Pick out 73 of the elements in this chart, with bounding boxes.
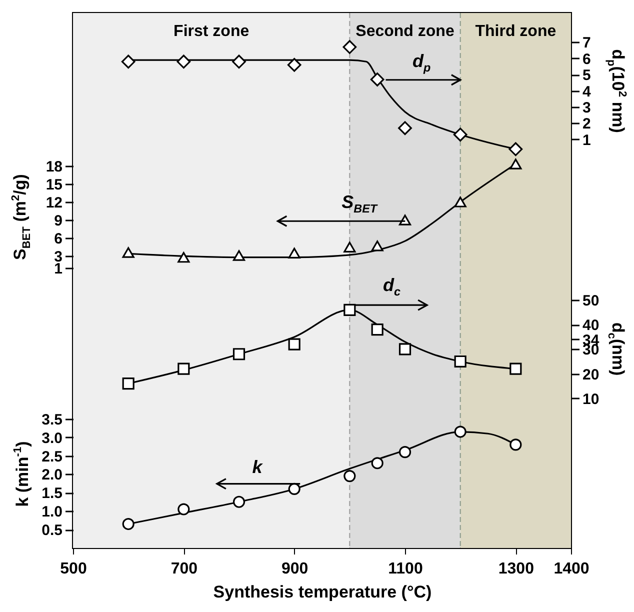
- series-label: d$_{c}$: [382, 275, 400, 299]
- y-tick-label: 15: [46, 176, 62, 194]
- point: [232, 348, 246, 360]
- point: [398, 446, 412, 458]
- x-tick-label: 500: [60, 560, 87, 578]
- x-tick-label: 700: [170, 560, 198, 578]
- y-tick-label: 1.0: [42, 504, 62, 521]
- point: [344, 242, 356, 252]
- point: [288, 482, 300, 495]
- x-tick-label: 1100: [388, 560, 423, 578]
- point: [178, 362, 190, 375]
- y2-tick-label: 2: [582, 116, 591, 133]
- y-tick-label: 12: [46, 194, 62, 212]
- point: [371, 240, 384, 252]
- point: [121, 54, 136, 69]
- point: [454, 196, 466, 208]
- point: [287, 58, 302, 72]
- y2-tick-label: 6: [582, 50, 591, 68]
- series-label: d$_{p}$: [412, 50, 431, 74]
- x-tick-label: 1400: [554, 560, 590, 578]
- y2-tick-label: 20: [582, 366, 600, 384]
- y2-tick-label: 7: [582, 34, 591, 52]
- y-tick-label: 6: [54, 230, 62, 248]
- point: [510, 438, 522, 451]
- point: [454, 426, 466, 438]
- point: [398, 121, 412, 136]
- point: [232, 250, 246, 261]
- y-tick-label: 3.0: [42, 430, 62, 447]
- x-tick-label: 1300: [498, 560, 534, 578]
- point: [510, 158, 522, 170]
- point: [398, 343, 412, 356]
- point: [371, 457, 384, 470]
- band-label: Third zone: [475, 23, 556, 40]
- point: [178, 503, 190, 516]
- y-tick-label: 0.5: [42, 522, 62, 540]
- point: [288, 338, 300, 350]
- y-tick-label: 1.5: [42, 485, 62, 502]
- point: [508, 142, 523, 156]
- point: [288, 248, 300, 258]
- y2-tick-label: 1: [582, 132, 591, 149]
- x-tick-label: 900: [281, 560, 308, 578]
- y-tick-label: 3.5: [42, 411, 62, 428]
- point: [122, 247, 134, 258]
- y-tick-label: 2.0: [42, 466, 62, 484]
- point: [344, 470, 356, 482]
- y2-tick-label: 50: [582, 292, 600, 310]
- y2-tick-label: 4: [582, 83, 592, 100]
- y2-tick-label: 10: [582, 390, 600, 408]
- point: [342, 40, 357, 54]
- y-tick-label: 9: [54, 212, 62, 230]
- y2-tick-label: 5: [582, 67, 591, 84]
- series-label: S$_{BET}$: [342, 192, 378, 216]
- x-axis-title: Synthesis temperature (°C): [213, 582, 432, 602]
- point: [398, 214, 412, 226]
- point: [371, 324, 384, 336]
- series-label: k: [252, 456, 262, 477]
- point: [176, 54, 191, 69]
- y2-tick-label: 40: [582, 317, 600, 334]
- point: [344, 304, 356, 316]
- point: [232, 54, 246, 69]
- point: [178, 252, 190, 263]
- point: [122, 378, 134, 390]
- y-tick-label: 18: [46, 158, 62, 176]
- band-label: First zone: [174, 23, 250, 40]
- point: [510, 362, 522, 375]
- y2-tick-label: 3: [582, 100, 591, 117]
- point: [453, 128, 468, 142]
- point: [454, 355, 466, 368]
- y-tick-label: 2.5: [42, 448, 62, 466]
- point: [232, 496, 246, 508]
- point: [370, 72, 384, 86]
- band-label: Second zone: [356, 23, 454, 40]
- point: [122, 518, 134, 530]
